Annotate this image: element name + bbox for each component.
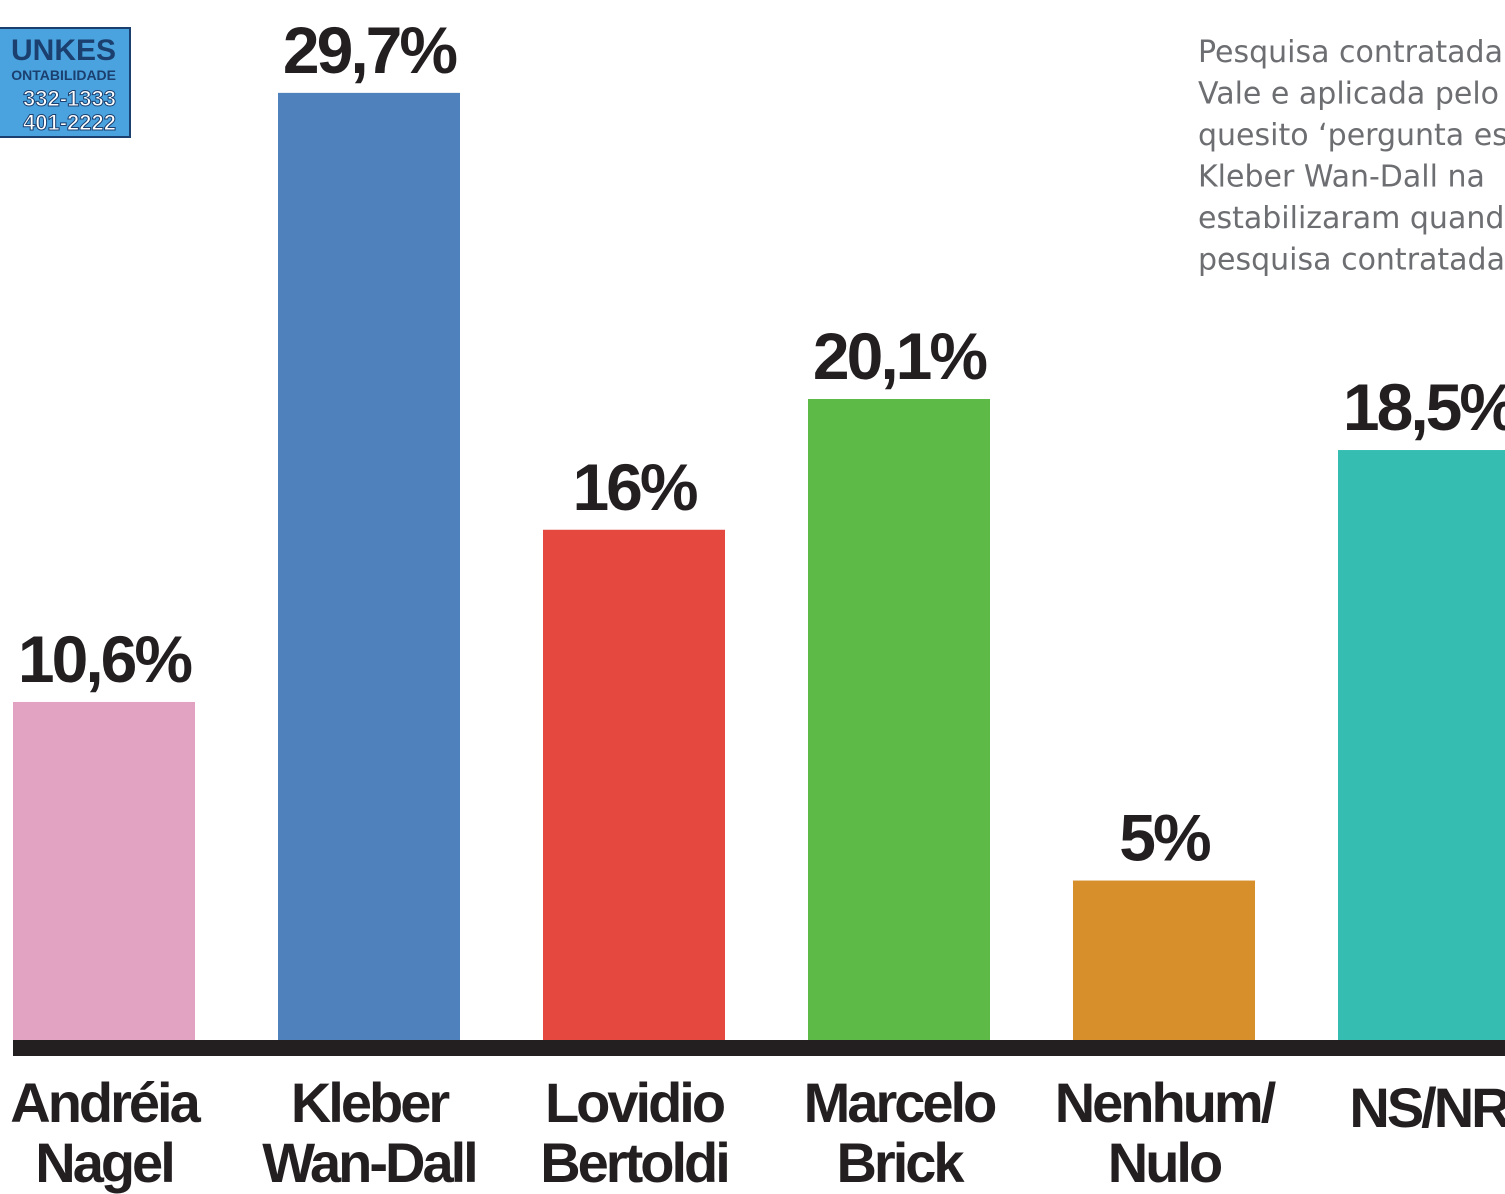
value-label: 18,5% — [1343, 370, 1505, 444]
x-tick-label: NS/NR — [1349, 1076, 1505, 1139]
logo-title: UNKES — [11, 34, 116, 67]
annotation-line: quesito ‘pergunta es — [1198, 118, 1505, 153]
annotation-line: pesquisa contratada — [1198, 243, 1505, 278]
value-label: 10,6% — [18, 622, 191, 696]
x-tick-label: Brick — [836, 1131, 965, 1194]
x-tick-label: Nulo — [1108, 1131, 1222, 1194]
x-tick-label: Kleber — [291, 1071, 449, 1134]
annotation-line: Vale e aplicada pelo — [1198, 77, 1499, 112]
logo-subtitle: ONTABILIDADE — [11, 67, 116, 83]
bar — [278, 92, 460, 1040]
logo-phone: 401-2222 — [23, 110, 116, 135]
annotation-line: estabilizaram quand — [1198, 201, 1504, 236]
x-tick-label: Bertoldi — [540, 1131, 728, 1194]
x-tick-label: Nagel — [35, 1131, 173, 1194]
baseline — [13, 1040, 1505, 1056]
value-label: 20,1% — [813, 319, 986, 393]
x-tick-label: Lovidio — [545, 1071, 725, 1134]
value-label: 29,7% — [283, 13, 456, 87]
bar — [1338, 450, 1505, 1040]
x-tick-label: Wan-Dall — [262, 1131, 475, 1194]
annotation-line: Pesquisa contratada — [1198, 35, 1503, 70]
x-tick-label: Andréia — [10, 1071, 201, 1134]
bar — [13, 701, 195, 1040]
value-label: 5% — [1119, 801, 1210, 875]
logo-box — [0, 27, 131, 138]
annotation-line: Kleber Wan-Dall na — [1198, 160, 1485, 195]
logo-phone: 332-1333 — [23, 86, 116, 111]
x-tick-label: Marcelo — [804, 1071, 996, 1134]
bar — [808, 399, 990, 1040]
bar — [1073, 880, 1255, 1040]
x-tick-label: Nenhum/ — [1055, 1071, 1277, 1134]
bar — [543, 529, 725, 1040]
value-label: 16% — [572, 450, 696, 524]
